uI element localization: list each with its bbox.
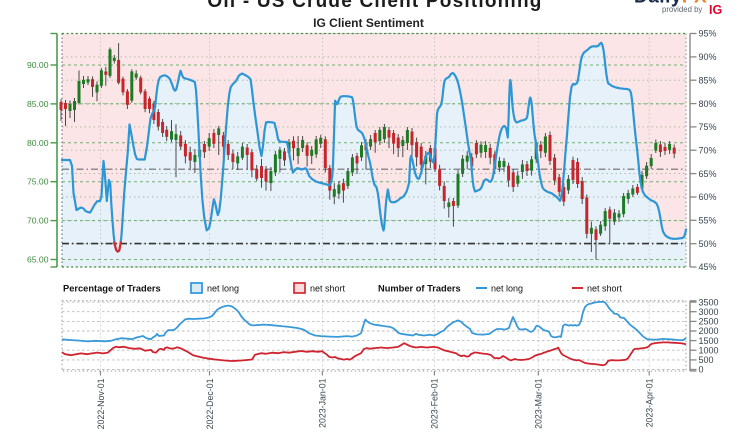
svg-text:net long: net long [491, 284, 523, 294]
svg-text:Percentage of Traders: Percentage of Traders [63, 284, 161, 294]
svg-text:DailyFX: DailyFX [634, 0, 707, 8]
svg-text:85.00: 85.00 [27, 99, 49, 109]
svg-text:3500: 3500 [699, 297, 719, 307]
svg-text:50%: 50% [699, 239, 717, 249]
svg-text:55%: 55% [699, 216, 717, 226]
svg-text:provided by: provided by [662, 5, 702, 14]
svg-text:75.00: 75.00 [27, 177, 49, 187]
svg-text:60%: 60% [699, 192, 717, 202]
svg-text:90.00: 90.00 [27, 60, 49, 70]
svg-text:75%: 75% [699, 122, 717, 132]
svg-text:2023-Mar-01: 2023-Mar-01 [534, 378, 544, 428]
svg-text:500: 500 [699, 355, 714, 365]
svg-text:45%: 45% [699, 262, 717, 272]
svg-text:IG: IG [709, 3, 722, 17]
svg-text:3000: 3000 [699, 307, 719, 317]
svg-text:90%: 90% [699, 52, 717, 62]
svg-text:2000: 2000 [699, 326, 719, 336]
svg-text:net long: net long [207, 284, 239, 294]
svg-text:net short: net short [587, 284, 623, 294]
svg-text:95%: 95% [699, 29, 717, 39]
svg-text:85%: 85% [699, 75, 717, 85]
svg-text:2023-Apr-01: 2023-Apr-01 [645, 378, 655, 427]
svg-text:1500: 1500 [699, 336, 719, 346]
svg-text:2023-Feb-01: 2023-Feb-01 [430, 378, 440, 428]
svg-text:70%: 70% [699, 145, 717, 155]
svg-text:2022-Dec-01: 2022-Dec-01 [205, 378, 215, 429]
svg-text:80.00: 80.00 [27, 138, 49, 148]
svg-text:65.00: 65.00 [27, 255, 49, 265]
svg-text:Oil - US Crude Client Position: Oil - US Crude Client Positioning [207, 0, 542, 12]
svg-text:net short: net short [310, 284, 346, 294]
svg-text:2022-Nov-01: 2022-Nov-01 [96, 378, 106, 429]
svg-text:2500: 2500 [699, 317, 719, 327]
svg-text:2023-Jan-01: 2023-Jan-01 [318, 378, 328, 428]
svg-text:IG Client Sentiment: IG Client Sentiment [313, 16, 424, 30]
svg-text:65%: 65% [699, 169, 717, 179]
svg-text:1000: 1000 [699, 345, 719, 355]
svg-text:70.00: 70.00 [27, 216, 49, 226]
svg-text:0: 0 [699, 365, 704, 375]
svg-text:Number of Traders: Number of Traders [378, 284, 461, 294]
svg-text:80%: 80% [699, 99, 717, 109]
